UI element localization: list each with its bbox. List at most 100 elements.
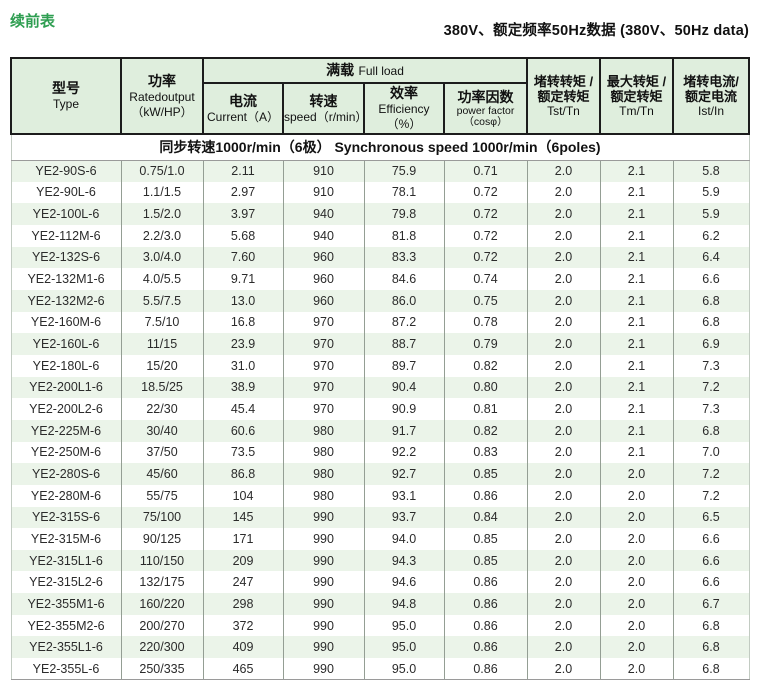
table-body: 同步转速1000r/min（6极） Synchronous speed 1000…: [10, 133, 750, 681]
cell-efficiency: 79.8: [363, 203, 445, 225]
cell-tst_tn: 2.0: [526, 614, 601, 637]
cell-power: 15/20: [120, 354, 204, 377]
table-row: YE2-315S-6 75/100 145 990 93.7 0.84 2.0 2.0 6.5: [10, 506, 750, 529]
cell-ist_in: 5.9: [672, 181, 750, 204]
cell-power: 1.1/1.5: [120, 181, 204, 204]
cell-speed: 990: [282, 549, 365, 572]
cell-tst_tn: 2.0: [526, 441, 601, 464]
cell-tm_tn: 2.0: [599, 463, 674, 485]
cell-type: YE2-280S-6: [10, 463, 122, 485]
cell-tm_tn: 2.1: [599, 181, 674, 204]
cell-tm_tn: 2.1: [599, 268, 674, 290]
cell-tst_tn: 2.0: [526, 658, 601, 681]
cell-speed: 910: [282, 160, 365, 182]
cell-tm_tn: 2.0: [599, 658, 674, 681]
cell-speed: 980: [282, 484, 365, 507]
cell-efficiency: 88.7: [363, 333, 445, 355]
cell-current: 5.68: [202, 224, 284, 247]
column-header-efficiency-en: Efficiency（%）: [378, 102, 430, 131]
cell-tst_tn: 2.0: [526, 160, 601, 182]
cell-tst_tn: 2.0: [526, 419, 601, 442]
cell-speed: 990: [282, 636, 365, 659]
cell-tm_tn: 2.1: [599, 398, 674, 420]
cell-current: 104: [202, 484, 284, 507]
table-row: YE2-160L-6 11/15 23.9 970 88.7 0.79 2.0 2.1 6.9: [10, 333, 750, 355]
cell-speed: 970: [282, 333, 365, 355]
cell-tst_tn: 2.0: [526, 484, 601, 507]
column-header-tm-tn: 最大转矩 / 额定转矩 Tm/Tn: [599, 57, 674, 135]
cell-speed: 960: [282, 268, 365, 290]
cell-tm_tn: 2.0: [599, 484, 674, 507]
table-header: 型号 Type 功率 Ratedoutput （kW/HP） 满载 Full l…: [10, 57, 750, 135]
cell-power_factor: 0.82: [443, 419, 528, 442]
cell-power: 1.5/2.0: [120, 203, 204, 225]
cell-speed: 970: [282, 311, 365, 334]
cell-tm_tn: 2.0: [599, 528, 674, 550]
cell-ist_in: 6.8: [672, 658, 750, 681]
cell-power: 45/60: [120, 463, 204, 485]
column-header-type-en: Type: [52, 97, 79, 111]
cell-power_factor: 0.71: [443, 160, 528, 182]
cell-power: 7.5/10: [120, 311, 204, 334]
cell-type: YE2-132M1-6: [10, 268, 122, 290]
cell-tst_tn: 2.0: [526, 571, 601, 594]
column-header-power-unit: （kW/HP）: [131, 104, 193, 119]
column-header-current: 电流 Current（A）: [202, 82, 284, 135]
cell-power: 4.0/5.5: [120, 268, 204, 290]
cell-type: YE2-355L-6: [10, 658, 122, 681]
cell-power_factor: 0.86: [443, 614, 528, 637]
cell-efficiency: 93.1: [363, 484, 445, 507]
table-row: YE2-315L1-6 110/150 209 990 94.3 0.85 2.0 2.0 6.…: [10, 549, 750, 572]
cell-tst_tn: 2.0: [526, 181, 601, 204]
cell-tm_tn: 2.1: [599, 441, 674, 464]
column-header-tm-tn-zh2: 额定转矩: [610, 88, 663, 104]
cell-tm_tn: 2.0: [599, 593, 674, 615]
column-header-type: 型号 Type: [10, 57, 122, 135]
cell-current: 23.9: [202, 333, 284, 355]
cell-power: 90/125: [120, 528, 204, 550]
section-row: 同步转速1000r/min（6极） Synchronous speed 1000…: [10, 133, 750, 161]
cell-power: 0.75/1.0: [120, 160, 204, 182]
cell-power: 110/150: [120, 549, 204, 572]
cell-power: 11/15: [120, 333, 204, 355]
page-header: 续前表 380V、额定频率50Hz数据 (380V、50Hz data): [0, 0, 760, 57]
column-header-ist-in-zh1: 堵转电流/: [683, 73, 739, 89]
cell-efficiency: 94.3: [363, 549, 445, 572]
cell-type: YE2-200L1-6: [10, 376, 122, 399]
cell-ist_in: 5.8: [672, 160, 750, 182]
cell-power_factor: 0.85: [443, 549, 528, 572]
cell-ist_in: 6.8: [672, 289, 750, 312]
cell-power_factor: 0.85: [443, 528, 528, 550]
cell-ist_in: 5.9: [672, 203, 750, 225]
cell-power_factor: 0.86: [443, 571, 528, 594]
cell-efficiency: 92.2: [363, 441, 445, 464]
cell-speed: 990: [282, 506, 365, 529]
cell-current: 171: [202, 528, 284, 550]
group-header-full-load-zh: 满载: [326, 62, 355, 78]
cell-power: 30/40: [120, 419, 204, 442]
cell-speed: 970: [282, 354, 365, 377]
cell-tst_tn: 2.0: [526, 528, 601, 550]
column-header-power-en: Ratedoutput: [129, 89, 195, 104]
cell-power: 75/100: [120, 506, 204, 529]
cell-power_factor: 0.79: [443, 333, 528, 355]
cell-tm_tn: 2.1: [599, 160, 674, 182]
table-row: YE2-355L1-6 220/300 409 990 95.0 0.86 2.0 2.0 6.…: [10, 636, 750, 659]
cell-power_factor: 0.86: [443, 484, 528, 507]
cell-current: 409: [202, 636, 284, 659]
cell-efficiency: 94.0: [363, 528, 445, 550]
cell-power: 2.2/3.0: [120, 224, 204, 247]
cell-type: YE2-132S-6: [10, 246, 122, 269]
cell-type: YE2-315S-6: [10, 506, 122, 529]
cell-current: 3.97: [202, 203, 284, 225]
cell-current: 2.11: [202, 160, 284, 182]
cell-type: YE2-250M-6: [10, 441, 122, 464]
cell-current: 13.0: [202, 289, 284, 312]
table-row: YE2-280S-6 45/60 86.8 980 92.7 0.85 2.0 2.0 7.2: [10, 463, 750, 485]
cell-current: 38.9: [202, 376, 284, 399]
cell-ist_in: 7.0: [672, 441, 750, 464]
cell-power: 22/30: [120, 398, 204, 420]
table-row: YE2-355M1-6 160/220 298 990 94.8 0.86 2.0 2.0 6.…: [10, 593, 750, 615]
cell-power: 37/50: [120, 441, 204, 464]
cell-power: 55/75: [120, 484, 204, 507]
